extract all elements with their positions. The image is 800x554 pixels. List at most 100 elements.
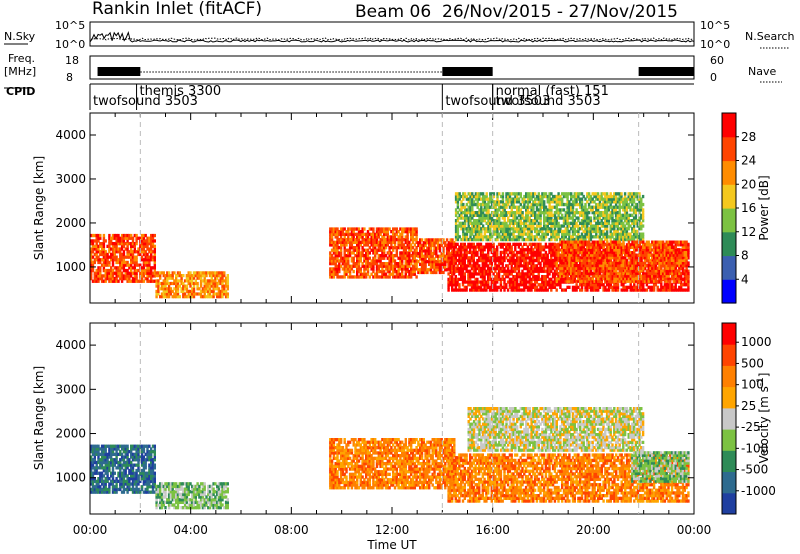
echo-cell-2 [390, 238, 393, 242]
echo-cell-4 [449, 242, 452, 246]
echo-cell-5 [571, 213, 575, 217]
echo-cell-2 [379, 227, 382, 231]
echo-cell-4 [479, 248, 483, 252]
echo-cell-2 [357, 248, 361, 252]
echo-cell-2 [377, 267, 380, 271]
echo-cell-2 [393, 275, 397, 279]
echo-cell-4 [562, 256, 566, 260]
echo-cell-5 [591, 200, 594, 204]
noise-panel: N.Sky 10^5 10^0 10^5 10^0 N.Search [4, 19, 795, 51]
echo-cell-0 [95, 233, 98, 238]
echo-cell-4 [512, 283, 515, 287]
echo-cell-1 [175, 295, 178, 299]
echo-cell-4 [467, 280, 470, 284]
echo-cell-4 [506, 280, 510, 284]
echo-cell-5 [512, 229, 515, 234]
echo-cell-1 [155, 292, 158, 296]
echo-cell-4 [532, 283, 535, 287]
echo-cell-0 [111, 260, 115, 265]
echo-cell-5 [498, 235, 501, 239]
echo-cell-2 [393, 235, 397, 239]
echo-cell-0 [113, 233, 116, 238]
echo-cell-4 [672, 288, 676, 292]
echo-cell-2 [402, 264, 406, 268]
echo-cell-5 [501, 229, 505, 234]
echo-cell-1 [199, 284, 203, 288]
echo-cell-5 [550, 229, 553, 234]
echo-cell-4 [496, 245, 499, 249]
echo-cell-5 [485, 208, 488, 212]
echo-cell-0 [97, 258, 100, 262]
echo-cell-5 [458, 192, 461, 196]
echo-cell-1 [196, 281, 199, 286]
echo-cell-5 [616, 219, 620, 223]
echo-cell-5 [501, 235, 505, 239]
echo-cell-2 [370, 267, 373, 271]
echo-cell-4 [515, 261, 519, 265]
echo-cell-4 [492, 245, 495, 249]
echo-cell-1 [217, 271, 221, 275]
echo-cell-5 [503, 237, 506, 242]
echo-cell-4 [456, 277, 459, 281]
echo-cell-2 [404, 262, 407, 266]
echo-cell-5 [552, 197, 555, 201]
echo-cell-5 [460, 237, 463, 242]
echo-cell-4 [456, 269, 459, 273]
echo-cell-0 [104, 252, 107, 257]
echo-cell-4 [636, 242, 640, 246]
echo-cell-5 [469, 221, 472, 225]
echo-cell-4 [452, 245, 456, 249]
echo-cell-0 [128, 250, 131, 254]
echo-cell-5 [521, 232, 524, 236]
echo-cell-5 [589, 219, 593, 223]
echo-cell-5 [605, 229, 609, 234]
echo-cell-4 [535, 275, 539, 279]
nsearch-label: N.Search [745, 30, 795, 43]
echo-cell-0 [150, 242, 153, 246]
echo-cell-1 [189, 284, 192, 288]
echo-cell-5 [575, 197, 578, 201]
echo-cell-5 [526, 229, 530, 234]
echo-cell-1 [191, 295, 194, 299]
echo-cell-5 [623, 216, 627, 220]
echo-cell-5 [483, 194, 487, 199]
echo-cell-5 [501, 192, 505, 196]
echo-cell-4 [503, 283, 506, 287]
echo-cell-2 [356, 269, 359, 274]
echo-cell-4 [474, 253, 477, 257]
echo-cell-2 [415, 267, 418, 271]
echo-cell-5 [521, 216, 524, 220]
echo-cell-5 [616, 221, 620, 225]
echo-cell-1 [157, 279, 160, 283]
echo-cell-0 [90, 255, 93, 259]
echo-cell-3 [428, 238, 431, 242]
echo-cell-2 [399, 272, 402, 276]
echo-cell-2 [357, 240, 361, 244]
echo-cell-3 [438, 270, 442, 275]
echo-cell-2 [372, 243, 375, 247]
echo-cell-4 [660, 288, 663, 292]
echo-cell-4 [467, 256, 470, 260]
echo-cell-4 [533, 269, 537, 273]
echo-cell-4 [530, 261, 533, 265]
echo-cell-4 [566, 285, 569, 289]
echo-cell-0 [148, 260, 151, 265]
echo-cell-0 [115, 255, 118, 259]
echo-cell-2 [408, 254, 411, 258]
echo-cell-5 [472, 227, 476, 231]
echo-cell-4 [595, 277, 598, 281]
echo-cell-4 [488, 277, 492, 281]
echo-cell-5 [571, 232, 575, 236]
echo-cell-1 [175, 284, 178, 288]
echo-cell-4 [582, 256, 585, 260]
echo-cell-4 [497, 269, 501, 273]
echo-cell-5 [614, 208, 618, 212]
echo-cell-2 [354, 248, 357, 252]
echo-cell-2 [392, 256, 395, 260]
echo-cell-5 [535, 229, 539, 234]
echo-cell-5 [623, 202, 627, 207]
echo-cell-2 [397, 235, 400, 239]
echo-cell-4 [542, 288, 546, 292]
beam-title: Beam 06 [355, 2, 431, 22]
echo-cell-5 [519, 219, 522, 223]
